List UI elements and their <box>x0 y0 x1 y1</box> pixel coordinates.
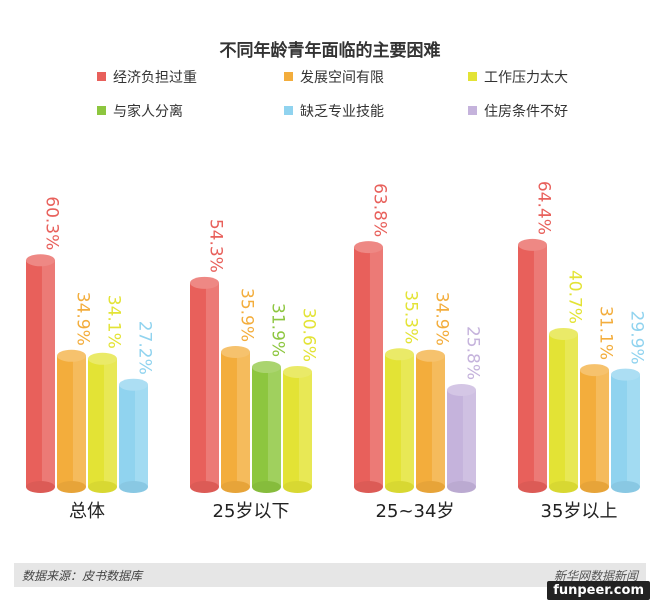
legend-label-2: 工作压力太大 <box>484 70 568 86</box>
source-note: 数据来源：皮书数据库 <box>22 569 143 583</box>
value-label-3-1: 40.7% <box>565 270 585 324</box>
brand-label: 新华网数据新闻 <box>553 569 638 583</box>
bar-3-0 <box>518 238 547 493</box>
value-label-3-3: 29.9% <box>627 311 647 365</box>
legend-label-4: 缺乏专业技能 <box>300 104 384 120</box>
category-label-3: 35岁以上 <box>541 501 618 522</box>
value-label-2-0: 63.8% <box>370 183 390 237</box>
value-label-3-0: 64.4% <box>534 181 554 235</box>
legend-swatch-2 <box>468 72 477 81</box>
legend-label-3: 与家人分离 <box>113 103 183 120</box>
legend-swatch-3 <box>97 106 106 115</box>
bar-0-0 <box>26 254 55 493</box>
legend-swatch-4 <box>284 106 293 115</box>
legend-swatch-5 <box>468 106 477 115</box>
bar-3-1 <box>549 327 578 493</box>
bar-3-2 <box>580 364 609 493</box>
value-label-2-2: 34.9% <box>432 292 452 346</box>
value-label-1-1: 35.9% <box>237 288 257 342</box>
category-label-1: 25岁以下 <box>213 501 290 522</box>
bar-2-1 <box>385 348 414 493</box>
bar-2-2 <box>416 349 445 493</box>
legend-label-0: 经济负担过重 <box>113 70 197 86</box>
value-label-3-2: 31.1% <box>596 306 616 360</box>
category-label-2: 25~34岁 <box>376 501 455 522</box>
footer-bar: 数据来源：皮书数据库 新华网数据新闻 <box>14 563 646 587</box>
chart-title: 不同年龄青年面临的主要困难 <box>220 40 441 61</box>
bar-0-2 <box>88 352 117 493</box>
bars-area: 60.3% 34.9% 34.1% 27.2% 54.3% 35.9% 31.9% 30.6%… <box>26 181 647 493</box>
bar-2-0 <box>354 241 383 493</box>
bar-2-3 <box>447 383 476 493</box>
bar-1-0 <box>190 276 219 493</box>
value-label-0-2: 34.1% <box>104 295 124 349</box>
bar-0-1 <box>57 349 86 493</box>
category-axis: 总体 25岁以下 25~34岁 35岁以上 <box>69 501 617 522</box>
value-label-2-1: 35.3% <box>401 290 421 344</box>
value-label-0-1: 34.9% <box>73 292 93 346</box>
value-label-0-3: 27.2% <box>135 321 155 375</box>
value-label-1-2: 31.9% <box>268 303 288 357</box>
value-label-1-3: 30.6% <box>299 308 319 362</box>
legend-swatch-0 <box>97 72 106 81</box>
legend-swatch-1 <box>284 72 293 81</box>
watermark: funpeer.com <box>547 581 650 600</box>
value-label-2-3: 25.8% <box>463 326 483 380</box>
legend-label-5: 住房条件不好 <box>484 103 568 120</box>
legend-label-1: 发展空间有限 <box>300 70 384 86</box>
bar-1-3 <box>283 365 312 493</box>
category-label-0: 总体 <box>69 501 105 522</box>
bar-0-3 <box>119 378 148 493</box>
bar-1-2 <box>252 361 281 493</box>
bar-1-1 <box>221 346 250 493</box>
value-label-0-0: 60.3% <box>42 196 62 250</box>
value-label-1-0: 54.3% <box>206 219 226 273</box>
bar-3-3 <box>611 368 640 493</box>
